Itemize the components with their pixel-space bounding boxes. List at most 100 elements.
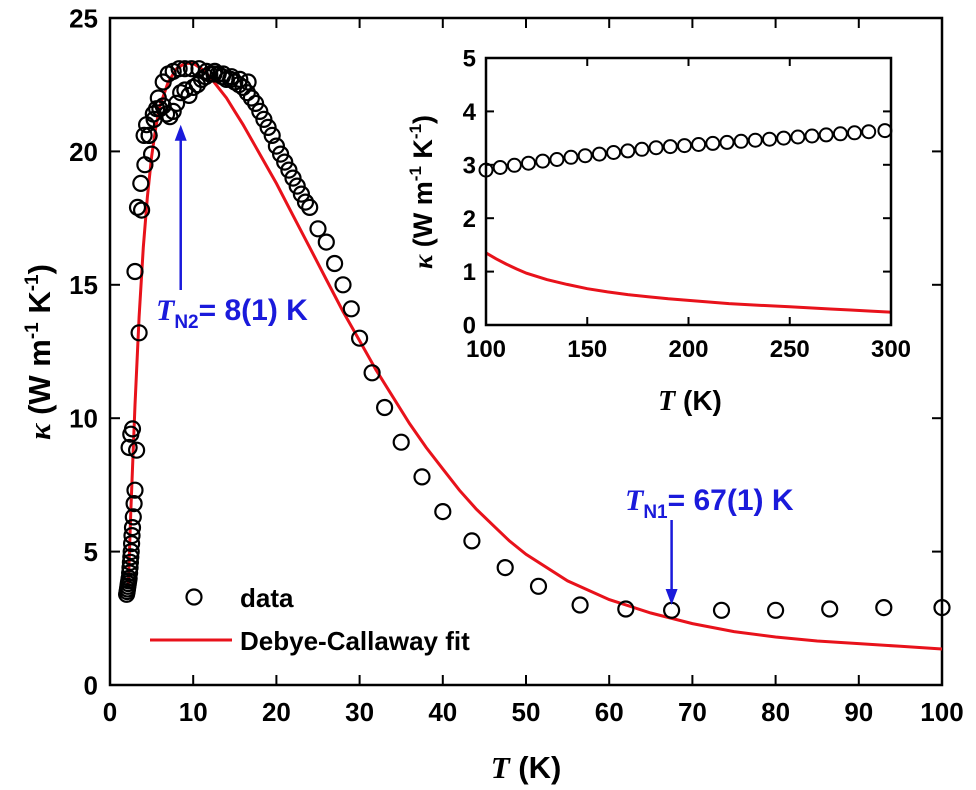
main-data-point	[875, 598, 893, 617]
main-data-point	[766, 601, 785, 619]
main-data-point	[135, 126, 153, 144]
main-data-point	[222, 68, 241, 86]
inset-data-point	[762, 131, 777, 147]
main-data-point	[309, 220, 327, 238]
main-data-point	[242, 89, 260, 107]
inset-data-point	[790, 129, 806, 145]
main-data-point	[239, 73, 257, 91]
main-x-tick-label: 20	[262, 697, 291, 727]
inset-y-axis-label: κ (W m-1 K-1)	[406, 115, 438, 269]
inset-y-tick-label: 1	[463, 259, 476, 286]
inset-data-point	[506, 157, 522, 173]
main-data-point	[190, 60, 208, 78]
main-x-tick-label: 60	[595, 697, 624, 727]
main-data-point	[238, 84, 256, 102]
inset-data-point	[691, 137, 707, 152]
main-data-point	[571, 596, 589, 614]
main-data-point	[351, 329, 369, 347]
main-data-point	[326, 254, 344, 273]
inset-data-point	[733, 133, 749, 149]
main-data-point	[136, 156, 154, 174]
main-data-point	[496, 558, 514, 577]
main-data-point	[128, 441, 146, 459]
main-data-point	[123, 518, 142, 537]
inset-data-point	[705, 135, 721, 151]
main-x-ticks: 0 10 20 30 40 50 60 70 80 90 100	[103, 18, 964, 727]
inset-y-tick-label: 5	[463, 46, 476, 73]
inset-plot: 100 150 200 250 300 0 1 2 3 4 5 T (K) κ (W m-1 K-…	[406, 46, 911, 417]
inset-data-point	[861, 124, 877, 140]
main-data-point	[251, 102, 269, 121]
main-data-point	[296, 193, 315, 211]
main-data-point	[821, 600, 839, 618]
inset-x-ticks: 100 150 200 250 300	[466, 58, 911, 363]
main-data-point	[168, 94, 186, 113]
main-data-point	[259, 118, 277, 137]
main-x-tick-label: 10	[179, 697, 208, 727]
inset-data-point	[549, 152, 565, 167]
main-data-point	[363, 364, 381, 382]
main-data-point	[463, 532, 481, 550]
legend-data-marker	[185, 588, 203, 606]
main-data-point	[317, 233, 335, 251]
main-data-point	[170, 60, 188, 78]
inset-data-point	[591, 146, 607, 162]
main-data-point	[125, 495, 143, 513]
inset-y-ticks: 0 1 2 3 4 5	[463, 46, 891, 340]
main-data-point	[263, 126, 281, 144]
main-data-point	[214, 65, 232, 83]
main-data-point	[267, 137, 285, 155]
inset-data-point	[606, 145, 622, 160]
inset-y-tick-label: 0	[463, 313, 476, 340]
main-data-point	[292, 185, 310, 203]
annotation-tn1-arrowhead	[665, 588, 678, 605]
main-x-tick-label: 70	[678, 697, 707, 727]
main-data-point	[126, 481, 144, 499]
main-data-point	[247, 94, 265, 113]
main-data-point	[288, 177, 306, 195]
main-data-point	[206, 62, 224, 81]
main-y-tick-label: 5	[84, 537, 98, 567]
main-data-point	[133, 201, 151, 219]
main-data-point	[120, 438, 138, 457]
inset-fit-series	[485, 251, 892, 314]
inset-y-tick-label: 2	[463, 206, 476, 233]
main-data-series	[117, 60, 951, 619]
inset-data-point	[818, 127, 834, 143]
main-data-point	[197, 62, 216, 81]
inset-y-tick-label: 4	[463, 99, 477, 126]
main-data-point	[276, 153, 294, 171]
inset-x-tick-label: 150	[567, 336, 607, 363]
inset-data-point	[747, 132, 763, 148]
main-data-point	[392, 433, 410, 451]
main-y-tick-label: 25	[69, 3, 98, 33]
inset-data-point	[634, 141, 650, 157]
main-data-point	[122, 548, 140, 566]
main-x-tick-label: 50	[512, 697, 541, 727]
inset-data-point	[535, 153, 551, 169]
main-data-point	[144, 105, 162, 123]
inset-data-point	[847, 125, 862, 141]
main-data-point	[126, 262, 144, 281]
legend-data-label: data	[240, 583, 294, 613]
inset-data-point	[563, 149, 579, 165]
legend-fit-label: Debye-Callaway fit	[240, 626, 470, 656]
annotation-tn2: TN2= 8(1) K	[156, 124, 308, 333]
inset-data-point	[832, 126, 848, 142]
inset-x-tick-label: 250	[770, 336, 810, 363]
main-data-point	[284, 169, 302, 187]
main-y-tick-label: 15	[69, 270, 98, 300]
main-data-point	[128, 198, 147, 216]
main-data-point	[140, 126, 158, 144]
inset-data-point	[776, 130, 792, 146]
annotation-tn1-text: TN1= 67(1) K	[625, 484, 794, 523]
inset-data-point	[521, 155, 536, 171]
annotation-tn1: TN1= 67(1) K	[625, 484, 794, 605]
main-data-point	[124, 508, 142, 526]
inset-data-point	[677, 138, 692, 154]
main-x-axis-label: T (K)	[491, 750, 562, 785]
main-data-point	[280, 161, 298, 179]
